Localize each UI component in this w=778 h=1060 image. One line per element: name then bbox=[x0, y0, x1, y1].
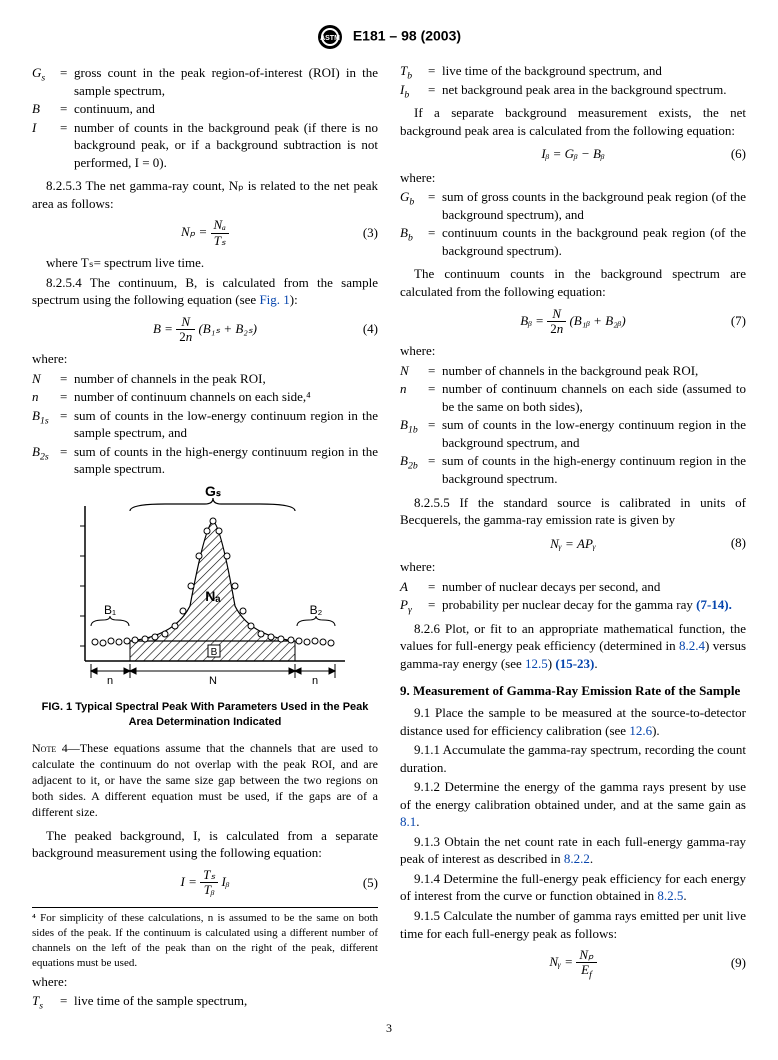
def-Gs: gross count in the peak region-of-intere… bbox=[74, 64, 378, 99]
p-cont: The continuum counts in the background s… bbox=[400, 265, 746, 300]
svg-text:B: B bbox=[211, 647, 218, 658]
p-sep-bkg: If a separate background measurement exi… bbox=[400, 104, 746, 139]
def-Nb: number of channels in the background pea… bbox=[442, 362, 746, 380]
def-Bb: continuum counts in the background peak … bbox=[442, 224, 746, 259]
def-list-6: A=number of nuclear decays per second, a… bbox=[400, 578, 746, 614]
eq-9: Nᵧ = NₚEf (9) bbox=[400, 948, 746, 978]
def-Pg: probability per nuclear decay for the ga… bbox=[442, 596, 746, 614]
def-B1b: sum of counts in the low-energy continuu… bbox=[442, 416, 746, 451]
eq-3: Nₚ = NₐTₛ (3) bbox=[32, 218, 378, 248]
note-4: Note 4—These equations assume that the c… bbox=[32, 740, 378, 821]
spectral-peak-figure: Gₛ B₁ B₂ Nₐ B n N n bbox=[55, 486, 355, 696]
where-2: where: bbox=[32, 973, 378, 991]
svg-text:Gₛ: Gₛ bbox=[205, 486, 221, 499]
def-Ts: live time of the sample spectrum, bbox=[74, 992, 378, 1010]
def-list-5: N=number of channels in the background p… bbox=[400, 362, 746, 488]
def-N: number of channels in the peak ROI, bbox=[74, 370, 378, 388]
svg-text:B₁: B₁ bbox=[104, 603, 116, 617]
def-n: number of continuum channels on each sid… bbox=[74, 388, 378, 406]
def-Ib: net background peak area in the backgrou… bbox=[442, 81, 746, 99]
astm-logo: ASTM bbox=[317, 24, 343, 50]
eq-5: I = TₛTᵦ Iᵦ (5) bbox=[32, 868, 378, 898]
eq-8: Nᵧ = APᵧ (8) bbox=[400, 535, 746, 553]
def-B1s: sum of counts in the low-energy continuu… bbox=[74, 407, 378, 442]
svg-text:N: N bbox=[209, 675, 217, 687]
def-B: continuum, and bbox=[74, 100, 378, 118]
def-B2s: sum of counts in the high-energy continu… bbox=[74, 443, 378, 478]
where-4: where: bbox=[400, 342, 746, 360]
def-Tb: live time of the background spectrum, an… bbox=[442, 62, 746, 80]
eq-4: B = N2n (B₁ₛ + B₂ₛ) (4) bbox=[32, 315, 378, 345]
svg-text:Nₐ: Nₐ bbox=[205, 588, 221, 604]
p-912: 9.1.2 Determine the energy of the gamma … bbox=[400, 778, 746, 831]
p-914: 9.1.4 Determine the full-energy peak eff… bbox=[400, 870, 746, 905]
doc-code: E181 – 98 (2003) bbox=[353, 28, 461, 44]
p-8253: 8.2.5.3 The net gamma-ray count, Nₚ is r… bbox=[32, 177, 378, 212]
def-Gb: sum of gross counts in the background pe… bbox=[442, 188, 746, 223]
eq-6: Iᵦ = Gᵦ − Bᵦ (6) bbox=[400, 145, 746, 163]
page-number: 3 bbox=[32, 1020, 746, 1036]
footnote-4: ⁴ For simplicity of these calculations, … bbox=[32, 907, 378, 970]
p-I: The peaked background, I, is calculated … bbox=[32, 827, 378, 862]
p-8255: 8.2.5.5 If the standard source is calibr… bbox=[400, 494, 746, 529]
p-826: 8.2.6 Plot, or fit to an appropriate mat… bbox=[400, 620, 746, 673]
fig-1-caption: FIG. 1 Typical Spectral Peak With Parame… bbox=[32, 700, 378, 730]
svg-text:ASTM: ASTM bbox=[320, 35, 340, 42]
def-list-1: Gs=gross count in the peak region-of-int… bbox=[32, 64, 378, 171]
where-1: where: bbox=[32, 350, 378, 368]
def-list-2: N=number of channels in the peak ROI, n=… bbox=[32, 370, 378, 478]
where-5: where: bbox=[400, 558, 746, 576]
def-A: number of nuclear decays per second, and bbox=[442, 578, 746, 596]
def-B2b: sum of counts in the high-energy continu… bbox=[442, 452, 746, 487]
def-nb: number of continuum channels on each sid… bbox=[442, 380, 746, 415]
p-911: 9.1.1 Accumulate the gamma-ray spectrum,… bbox=[400, 741, 746, 776]
svg-text:B₂: B₂ bbox=[310, 603, 323, 617]
svg-text:n: n bbox=[107, 675, 113, 687]
eq-7: Bᵦ = N2n (B₁ᵦ + B₂ᵦ) (7) bbox=[400, 307, 746, 337]
def-list-4: Gb=sum of gross counts in the background… bbox=[400, 188, 746, 259]
def-I: number of counts in the background peak … bbox=[74, 119, 378, 172]
where-Ts: where Tₛ= spectrum live time. bbox=[32, 254, 378, 272]
p-913: 9.1.3 Obtain the net count rate in each … bbox=[400, 833, 746, 868]
section-9-title: 9. Measurement of Gamma-Ray Emission Rat… bbox=[400, 682, 746, 700]
p-8254: 8.2.5.4 The continuum, B, is calculated … bbox=[32, 274, 378, 309]
p-915: 9.1.5 Calculate the number of gamma rays… bbox=[400, 907, 746, 942]
page-header: ASTM E181 – 98 (2003) bbox=[32, 24, 746, 50]
p-91: 9.1 Place the sample to be measured at t… bbox=[400, 704, 746, 739]
svg-text:n: n bbox=[312, 675, 318, 687]
where-3: where: bbox=[400, 169, 746, 187]
